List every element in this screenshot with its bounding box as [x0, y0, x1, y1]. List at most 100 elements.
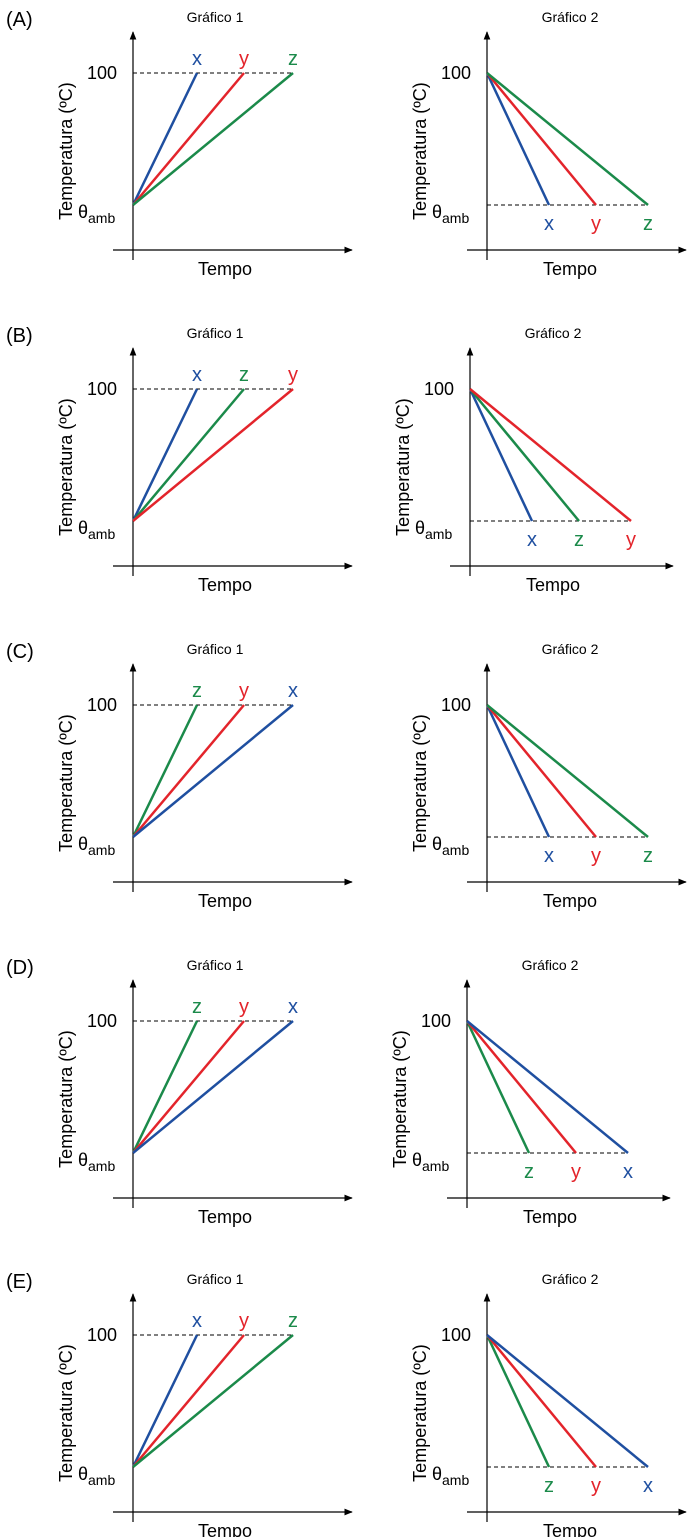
- option-letter: (C): [6, 641, 34, 663]
- series-line-z: [486, 704, 649, 838]
- option-letter: (B): [6, 325, 33, 347]
- theta-symbol: θ: [432, 202, 442, 222]
- y-axis-label: Temperatura (ºC): [390, 1030, 410, 1168]
- series-line-z: [465, 1020, 531, 1154]
- chart-title: Gráfico 1: [187, 325, 244, 341]
- y-tick-100: 100: [87, 695, 117, 715]
- series-label-x: x: [623, 1161, 633, 1183]
- y-tick-100: 100: [424, 379, 454, 399]
- series-label-z: z: [239, 364, 249, 386]
- heating-chart: Gráfico 1 Tempo Temperatura (ºC) 100 θamb z y x: [56, 641, 353, 911]
- series-label-y: y: [591, 845, 601, 867]
- y-axis-label: Temperatura (ºC): [410, 714, 430, 852]
- series-label-y: y: [239, 996, 249, 1018]
- theta-symbol: θ: [78, 202, 88, 222]
- series-label-z: z: [524, 1161, 534, 1183]
- amb-subscript: amb: [442, 842, 469, 858]
- y-tick-100: 100: [441, 1325, 471, 1345]
- series-label-y: y: [288, 364, 298, 386]
- y-axis-label: Temperatura (ºC): [56, 1344, 76, 1482]
- y-tick-ambient: θamb: [415, 518, 452, 542]
- option-letter: (E): [6, 1271, 33, 1293]
- x-axis-label: Tempo: [526, 575, 580, 595]
- series-label-y: y: [239, 1310, 249, 1332]
- amb-subscript: amb: [88, 1472, 115, 1488]
- series-line-z: [131, 1020, 199, 1154]
- option-letter: (A): [6, 9, 33, 31]
- y-tick-100: 100: [87, 1325, 117, 1345]
- y-tick-ambient: θamb: [432, 834, 469, 858]
- theta-symbol: θ: [78, 518, 88, 538]
- series-line-y: [132, 388, 294, 522]
- y-tick-ambient: θamb: [78, 202, 115, 226]
- series-line-y: [486, 72, 597, 206]
- series-line-z: [469, 388, 580, 522]
- y-tick-ambient: θamb: [432, 1464, 469, 1488]
- x-axis-label: Tempo: [523, 1207, 577, 1227]
- series-label-y: y: [571, 1161, 581, 1183]
- series-label-y: y: [591, 213, 601, 235]
- series-line-y: [132, 704, 245, 838]
- theta-symbol: θ: [78, 1464, 88, 1484]
- series-line-x: [132, 704, 294, 838]
- amb-subscript: amb: [88, 210, 115, 226]
- heating-chart: Gráfico 1 Tempo Temperatura (ºC) 100 θamb x y z: [56, 9, 353, 279]
- series-label-z: z: [288, 48, 298, 70]
- x-axis-label: Tempo: [543, 1521, 597, 1537]
- series-line-x: [485, 704, 551, 838]
- series-line-z: [131, 704, 199, 838]
- option-b: (B) Gráfico 1 Tempo Temperatura (ºC) 100 θamb…: [6, 325, 674, 595]
- y-axis-label: Temperatura (ºC): [393, 398, 413, 536]
- series-label-y: y: [626, 529, 636, 551]
- series-line-z: [132, 72, 294, 206]
- chart-title: Gráfico 1: [187, 1271, 244, 1287]
- series-label-x: x: [192, 364, 202, 386]
- chart-title: Gráfico 1: [187, 9, 244, 25]
- series-line-x: [486, 1334, 649, 1468]
- chart-title: Gráfico 2: [542, 1271, 599, 1287]
- amb-subscript: amb: [442, 1472, 469, 1488]
- y-tick-100: 100: [441, 63, 471, 83]
- series-label-x: x: [288, 996, 298, 1018]
- y-axis-label: Temperatura (ºC): [56, 714, 76, 852]
- theta-symbol: θ: [78, 1150, 88, 1170]
- series-label-z: z: [574, 529, 584, 551]
- y-tick-ambient: θamb: [432, 202, 469, 226]
- cooling-chart: Gráfico 2 Tempo Temperatura (ºC) 100 θamb x y z: [410, 9, 687, 279]
- cooling-chart: Gráfico 2 Tempo Temperatura (ºC) 100 θamb z y x: [410, 1271, 687, 1537]
- x-axis-label: Tempo: [198, 575, 252, 595]
- cooling-chart: Gráfico 2 Tempo Temperatura (ºC) 100 θamb x y z: [410, 641, 687, 911]
- series-label-z: z: [643, 845, 653, 867]
- chart-title: Gráfico 2: [522, 957, 579, 973]
- cooling-chart: Gráfico 2 Tempo Temperatura (ºC) 100 θamb z y x: [390, 957, 671, 1227]
- series-label-x: x: [288, 680, 298, 702]
- amb-subscript: amb: [88, 526, 115, 542]
- series-line-z: [132, 1334, 294, 1468]
- series-line-y: [132, 1020, 245, 1154]
- option-letter: (D): [6, 957, 34, 979]
- y-axis-label: Temperatura (ºC): [410, 1344, 430, 1482]
- series-label-y: y: [239, 48, 249, 70]
- y-axis-label: Temperatura (ºC): [56, 1030, 76, 1168]
- x-axis-label: Tempo: [198, 259, 252, 279]
- series-line-y: [132, 72, 245, 206]
- series-line-x: [485, 72, 551, 206]
- series-line-y: [486, 704, 597, 838]
- y-tick-ambient: θamb: [412, 1150, 449, 1174]
- y-tick-100: 100: [87, 63, 117, 83]
- series-line-z: [485, 1334, 551, 1468]
- y-tick-100: 100: [87, 379, 117, 399]
- y-tick-100: 100: [441, 695, 471, 715]
- series-line-x: [131, 388, 199, 522]
- series-label-z: z: [643, 213, 653, 235]
- x-axis-label: Tempo: [198, 1207, 252, 1227]
- series-line-x: [468, 388, 534, 522]
- series-line-x: [466, 1020, 629, 1154]
- heating-chart: Gráfico 1 Tempo Temperatura (ºC) 100 θamb x z y: [56, 325, 353, 595]
- x-axis-label: Tempo: [543, 891, 597, 911]
- series-line-x: [131, 1334, 199, 1468]
